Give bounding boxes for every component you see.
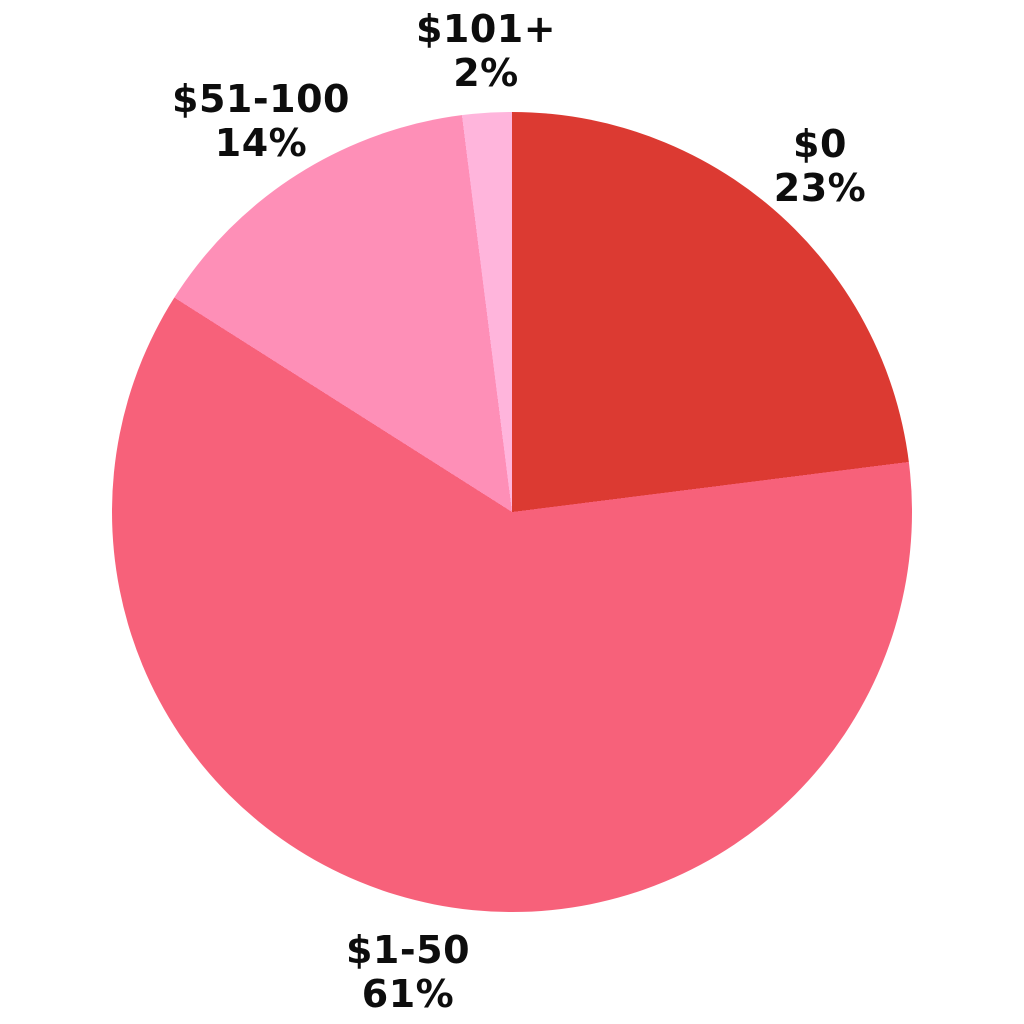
slice-percent-label: 2%	[453, 51, 519, 95]
slice-category-label: $0	[793, 122, 847, 166]
slice-percent-label: 23%	[773, 166, 867, 210]
pie-slice-label-51-100-dollars: $51-100 14%	[172, 77, 350, 165]
pie-slice-label-0-dollars: $0 23%	[774, 122, 866, 210]
pie-slice-label-1-50-dollars: $1-50 61%	[346, 928, 470, 1016]
pie-slice-label-101-plus-dollars: $101+ 2%	[416, 7, 556, 95]
slice-category-label: $101+	[415, 7, 557, 51]
slice-percent-label: 14%	[214, 121, 308, 165]
slice-category-label: $51-100	[172, 77, 350, 121]
slice-percent-label: 61%	[361, 972, 455, 1016]
slice-category-label: $1-50	[345, 928, 471, 972]
pie-chart	[112, 112, 912, 912]
